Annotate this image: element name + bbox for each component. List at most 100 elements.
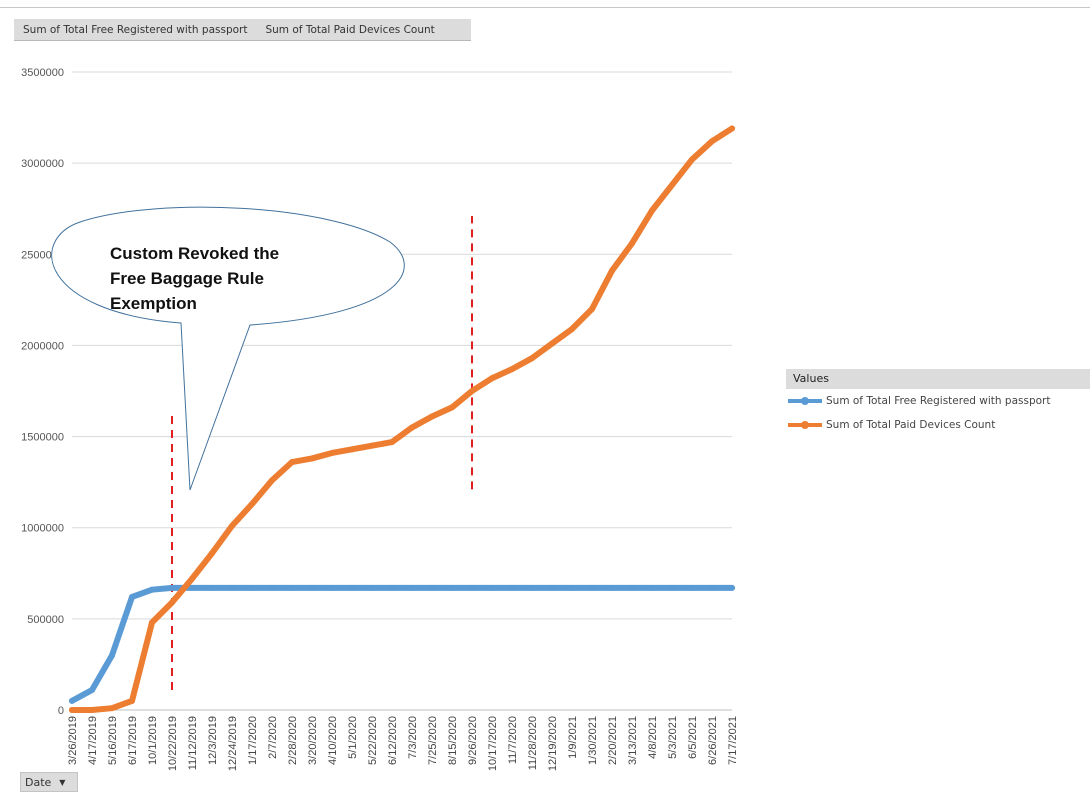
x-tick-label-30: 5/3/2021 (667, 716, 679, 759)
data-point-s1-26 (589, 305, 595, 312)
data-point-s0-10 (269, 584, 275, 591)
data-point-s0-15 (369, 584, 375, 591)
data-point-s0-29 (649, 584, 655, 591)
top-border (0, 7, 1090, 8)
data-point-s1-28 (629, 240, 635, 247)
value-field-bar: Sum of Total Free Registered with passpo… (14, 19, 471, 41)
x-tick-label-23: 11/28/2020 (527, 716, 539, 770)
data-point-s1-11 (289, 459, 295, 466)
legend-label-free: Sum of Total Free Registered with passpo… (826, 395, 1051, 407)
y-tick-label-7: 3500000 (21, 67, 64, 79)
legend-label-paid: Sum of Total Paid Devices Count (826, 419, 996, 431)
data-point-s0-31 (689, 584, 695, 591)
data-point-s0-27 (609, 584, 615, 591)
data-point-s0-5 (169, 584, 175, 591)
x-tick-label-16: 6/12/2020 (387, 716, 399, 765)
data-point-s1-15 (369, 442, 375, 449)
x-tick-label-31: 6/5/2021 (687, 716, 699, 759)
data-point-s0-21 (489, 584, 495, 591)
x-tick-label-9: 1/17/2020 (247, 716, 259, 765)
y-tick-label-4: 2000000 (21, 340, 64, 352)
x-axis: 3/26/2019 4/17/2019 5/16/2019 6/17/2019 10/1… (67, 709, 739, 771)
y-tick-label-6: 3000000 (21, 158, 64, 170)
x-tick-label-15: 5/22/2020 (367, 716, 379, 765)
x-tick-label-28: 3/13/2021 (627, 716, 639, 765)
annotation-callout: Custom Revoked the Free Baggage Rule Exe… (51, 206, 405, 491)
axis-field-label: Date (25, 775, 52, 789)
x-tick-label-24: 12/19/2020 (547, 716, 559, 771)
data-point-s1-21 (489, 375, 495, 382)
data-point-s1-33 (729, 125, 735, 132)
x-tick-label-27: 2/20/2021 (607, 716, 619, 765)
data-point-s1-10 (269, 477, 275, 484)
data-point-s1-16 (389, 439, 395, 446)
data-point-s1-13 (329, 449, 335, 456)
legend-swatch-free (788, 397, 822, 405)
data-point-s0-24 (549, 584, 555, 591)
x-tick-label-10: 2/7/2020 (267, 716, 279, 759)
legend-item-paid[interactable]: Sum of Total Paid Devices Count (786, 413, 1090, 437)
callout-line-2: Free Baggage Rule (110, 269, 264, 288)
data-point-s0-20 (469, 584, 475, 591)
x-tick-label-19: 8/15/2020 (447, 716, 459, 765)
legend-item-free[interactable]: Sum of Total Free Registered with passpo… (786, 389, 1090, 413)
data-point-s1-4 (149, 619, 155, 626)
data-point-s0-0 (69, 697, 75, 704)
x-tick-label-21: 10/17/2020 (487, 716, 499, 771)
data-point-s0-32 (709, 584, 715, 591)
data-point-s0-2 (109, 652, 115, 659)
y-tick-label-1: 500000 (27, 614, 64, 626)
y-tick-label-3: 1500000 (21, 432, 64, 444)
x-tick-label-7: 12/3/2019 (207, 716, 219, 765)
x-tick-label-2: 5/16/2019 (107, 716, 119, 765)
data-point-s0-23 (529, 584, 535, 591)
data-point-s0-7 (209, 584, 215, 591)
data-point-s1-2 (109, 705, 115, 712)
data-point-s0-6 (189, 584, 195, 591)
data-point-s0-26 (589, 584, 595, 591)
data-point-s1-23 (529, 355, 535, 362)
data-point-s0-14 (349, 584, 355, 591)
data-point-s0-1 (89, 686, 95, 693)
data-point-s0-30 (669, 584, 675, 591)
data-point-s0-25 (569, 584, 575, 591)
series-line-1 (69, 125, 735, 713)
data-point-s0-28 (629, 584, 635, 591)
x-tick-label-25: 1/9/2021 (567, 716, 579, 759)
data-point-s1-24 (549, 340, 555, 347)
x-tick-label-20: 9/26/2020 (467, 716, 479, 765)
reference-markers (171, 216, 473, 690)
y-axis: 0500000100000015000002000000250000030000… (21, 67, 64, 717)
x-tick-label-4: 10/1/2019 (147, 716, 159, 765)
series-lines (69, 125, 735, 713)
x-tick-label-13: 4/10/2020 (327, 716, 339, 765)
axis-field-button-date[interactable]: Date ▼ (20, 772, 78, 792)
field-button-paid[interactable]: Sum of Total Paid Devices Count (265, 23, 435, 36)
data-point-s1-5 (169, 599, 175, 606)
data-point-s0-8 (229, 584, 235, 591)
data-point-s1-6 (189, 575, 195, 582)
data-point-s1-8 (229, 522, 235, 529)
data-point-s0-17 (409, 584, 415, 591)
data-point-s0-22 (509, 584, 515, 591)
x-tick-label-5: 10/22/2019 (167, 716, 179, 771)
data-point-s1-25 (569, 326, 575, 333)
x-tick-label-14: 5/1/2020 (347, 716, 359, 759)
data-point-s0-18 (429, 584, 435, 591)
x-tick-label-6: 11/12/2019 (187, 716, 199, 770)
dropdown-arrow-icon: ▼ (59, 777, 66, 787)
x-tick-label-22: 11/7/2020 (507, 716, 519, 764)
callout-line-1: Custom Revoked the (110, 244, 279, 263)
x-tick-label-1: 4/17/2019 (87, 716, 99, 765)
field-button-free[interactable]: Sum of Total Free Registered with passpo… (23, 23, 248, 36)
x-tick-label-32: 6/26/2021 (707, 716, 719, 765)
data-point-s1-12 (309, 455, 315, 462)
data-point-s1-29 (649, 207, 655, 214)
x-tick-label-26: 1/30/2021 (587, 716, 599, 765)
x-tick-label-18: 7/25/2020 (427, 716, 439, 765)
callout-bubble (51, 206, 405, 491)
data-point-s1-14 (349, 446, 355, 453)
data-point-s1-7 (209, 550, 215, 557)
data-point-s1-9 (249, 501, 255, 508)
data-point-s1-20 (469, 388, 475, 394)
